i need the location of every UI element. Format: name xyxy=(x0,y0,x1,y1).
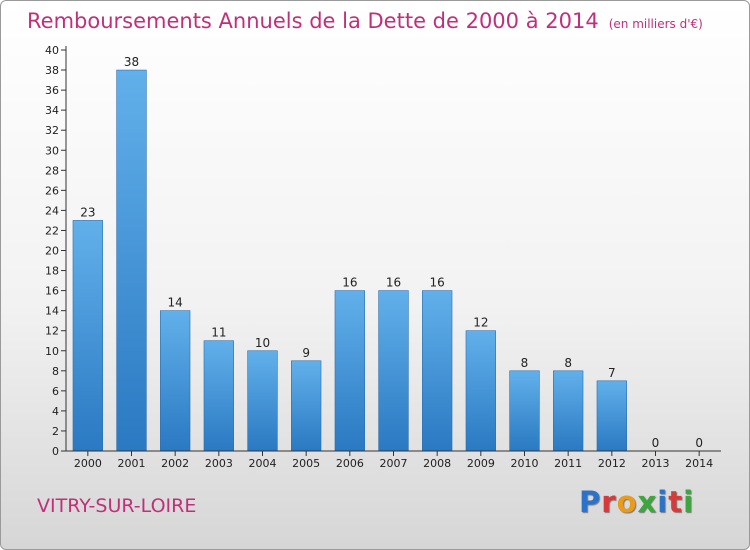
y-tick-label: 36 xyxy=(45,84,59,97)
bar xyxy=(422,290,453,452)
bar xyxy=(378,290,409,452)
data-label: 16 xyxy=(342,276,357,290)
proxiti-logo: Proxiti xyxy=(579,485,694,519)
y-tick-label: 4 xyxy=(52,405,59,418)
x-tick-label: 2013 xyxy=(642,457,670,470)
x-tick-label: 2006 xyxy=(336,457,364,470)
place-name: VITRY-SUR-LOIRE xyxy=(37,495,197,517)
logo-letter: t xyxy=(668,485,684,519)
chart-title: Remboursements Annuels de la Dette de 20… xyxy=(27,9,703,33)
x-tick-label: 2012 xyxy=(598,457,626,470)
y-tick-label: 24 xyxy=(45,204,59,217)
x-tick-label: 2009 xyxy=(467,457,495,470)
logo-letter: o xyxy=(616,485,638,519)
data-label: 38 xyxy=(124,55,139,69)
data-label: 23 xyxy=(80,205,95,219)
data-label: 9 xyxy=(302,346,310,360)
y-tick-label: 8 xyxy=(52,365,59,378)
logo-letter: r xyxy=(601,485,617,519)
data-label: 16 xyxy=(386,276,401,290)
data-label: 14 xyxy=(168,296,183,310)
bar xyxy=(72,220,103,452)
bar xyxy=(509,370,540,452)
data-label: 10 xyxy=(255,336,270,350)
logo-letter: P xyxy=(579,485,602,519)
y-tick-label: 28 xyxy=(45,164,59,177)
title-text: Remboursements Annuels de la Dette de 20… xyxy=(27,9,599,33)
y-tick-label: 16 xyxy=(45,285,59,298)
bar xyxy=(247,350,278,452)
bar xyxy=(465,330,496,452)
bar xyxy=(116,69,147,452)
y-tick-label: 14 xyxy=(45,305,59,318)
data-label: 12 xyxy=(473,316,488,330)
data-label: 0 xyxy=(652,436,660,450)
x-tick-label: 2003 xyxy=(205,457,233,470)
y-tick-label: 32 xyxy=(45,124,59,137)
x-tick-label: 2007 xyxy=(380,457,408,470)
y-tick-label: 6 xyxy=(52,385,59,398)
y-tick-label: 0 xyxy=(52,445,59,458)
y-tick-label: 12 xyxy=(45,325,59,338)
data-label: 8 xyxy=(564,356,572,370)
logo-letter: x xyxy=(637,485,658,519)
y-tick-label: 10 xyxy=(45,345,59,358)
x-tick-label: 2010 xyxy=(511,457,539,470)
y-tick-label: 26 xyxy=(45,184,59,197)
x-tick-label: 2005 xyxy=(292,457,320,470)
bar xyxy=(553,370,584,452)
logo-letter: i xyxy=(657,485,669,519)
y-tick-label: 34 xyxy=(45,104,59,117)
y-tick-label: 22 xyxy=(45,224,59,237)
bar xyxy=(203,340,234,452)
y-tick-label: 38 xyxy=(45,64,59,77)
bar xyxy=(334,290,365,452)
y-tick-label: 2 xyxy=(52,425,59,438)
unit-text: (en milliers d'€) xyxy=(608,17,703,31)
y-tick-label: 30 xyxy=(45,144,59,157)
x-tick-label: 2000 xyxy=(74,457,102,470)
x-tick-label: 2004 xyxy=(249,457,277,470)
bar xyxy=(596,380,627,452)
x-tick-label: 2001 xyxy=(118,457,146,470)
y-tick-label: 18 xyxy=(45,265,59,278)
x-tick-label: 2008 xyxy=(423,457,451,470)
y-tick-label: 20 xyxy=(45,245,59,258)
logo-letter: i xyxy=(683,485,695,519)
x-tick-label: 2014 xyxy=(685,457,713,470)
data-label: 7 xyxy=(608,366,616,380)
x-tick-label: 2011 xyxy=(554,457,582,470)
x-tick-label: 2002 xyxy=(161,457,189,470)
y-tick-label: 40 xyxy=(45,44,59,57)
bar xyxy=(160,310,191,452)
data-label: 0 xyxy=(695,436,703,450)
bar xyxy=(291,360,322,452)
data-label: 16 xyxy=(430,276,445,290)
data-label: 11 xyxy=(211,326,226,340)
data-label: 8 xyxy=(521,356,529,370)
